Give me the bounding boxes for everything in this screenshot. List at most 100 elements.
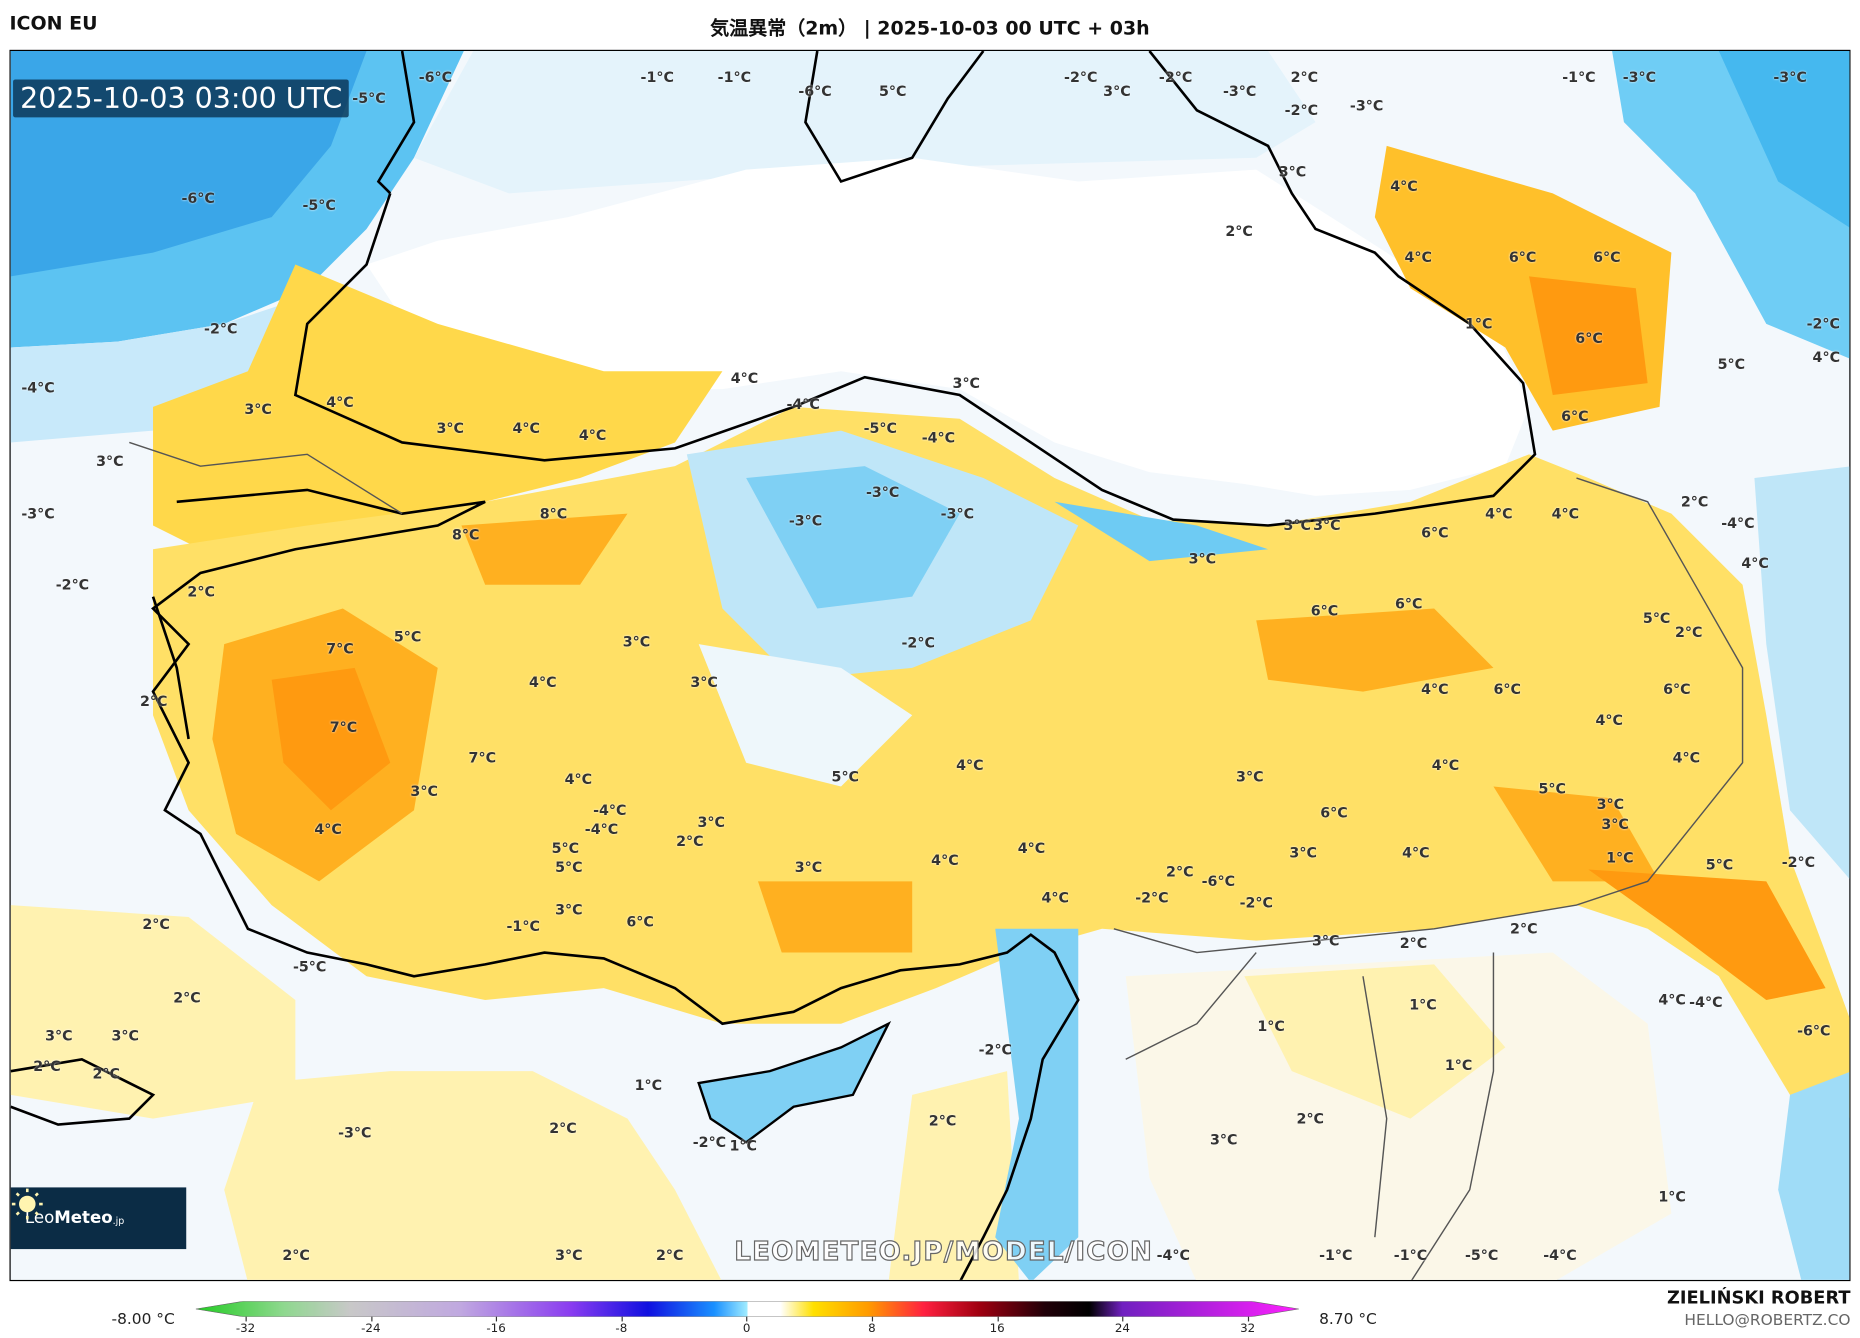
contour-label: 4°C: [1421, 680, 1449, 698]
leometeo-logo[interactable]: Leo Meteo .jp: [10, 1187, 187, 1250]
contour-label: 4°C: [314, 820, 342, 838]
contour-label: 3°C: [96, 453, 124, 470]
contour-label: -2°C: [1135, 889, 1169, 907]
contour-label: -3°C: [940, 505, 975, 522]
colorbar-tick-mark: [496, 1316, 498, 1322]
contour-label: -3°C: [338, 1124, 372, 1142]
warm-core-far-southeast: [1588, 869, 1826, 1000]
contour-label: 3°C: [555, 901, 583, 919]
contour-label: 3°C: [1209, 1131, 1238, 1149]
colorbar-tick-mark: [746, 1316, 748, 1322]
colorbar-tick-label: -24: [361, 1322, 381, 1336]
contour-label: 2°C: [676, 832, 704, 850]
logo-text-suffix: .jp: [112, 1215, 125, 1226]
contour-label: 6°C: [1421, 524, 1449, 541]
contour-label: 3°C: [1601, 816, 1629, 833]
contour-label: -1°C: [1319, 1246, 1353, 1264]
warm-core-south: [757, 881, 913, 953]
contour-label: 3°C: [690, 673, 718, 691]
contour-label: -4°C: [1721, 514, 1755, 532]
colorbar-tick-mark: [1122, 1316, 1124, 1322]
contour-label: 3°C: [555, 1246, 583, 1264]
syria-warm: [1244, 964, 1506, 1119]
contour-label: 6°C: [1320, 804, 1348, 821]
chart-title: 気温異常（2m） | 2025-10-03 00 UTC + 03h: [710, 16, 1150, 40]
contour-label: 3°C: [1283, 517, 1311, 534]
coastlines: [10, 51, 1537, 1280]
contour-label: 2°C: [187, 583, 215, 601]
contour-label: 4°C: [1017, 839, 1046, 857]
contour-label: 6°C: [1575, 329, 1603, 347]
colorbar: [195, 1301, 1299, 1317]
contour-label: 2°C: [549, 1119, 577, 1137]
contour-label: 1°C: [1257, 1017, 1285, 1035]
contour-label: 2°C: [142, 915, 170, 933]
contour-label: -4°C: [584, 820, 619, 838]
contour-label: 4°C: [578, 427, 607, 444]
levant-cold-strip: [995, 928, 1079, 1280]
colorbar-tick-label: 16: [989, 1322, 1005, 1336]
contour-label: -2°C: [55, 576, 90, 594]
contour-label: 5°C: [1538, 780, 1566, 798]
contour-label: 2°C: [33, 1058, 61, 1075]
colorbar-tick-mark: [245, 1316, 247, 1322]
logo-text-bold: Meteo: [54, 1208, 113, 1228]
contour-label: 1°C: [634, 1077, 663, 1094]
contour-label: 6°C: [1593, 249, 1621, 266]
contour-label: 2°C: [1166, 863, 1194, 881]
colorbar-tick-mark: [370, 1316, 372, 1322]
contour-label: 2°C: [655, 1246, 684, 1264]
contour-label: 6°C: [1508, 249, 1537, 266]
contour-label: -2°C: [978, 1041, 1013, 1059]
contour-label: 2°C: [1399, 934, 1428, 952]
contour-label: 1°C: [1658, 1188, 1686, 1206]
contour-label: -2°C: [1781, 854, 1816, 871]
warm-core-east: [1256, 608, 1494, 692]
contour-label: 6°C: [1493, 680, 1521, 698]
contour-label: 1°C: [1464, 315, 1493, 333]
contour-label: -5°C: [302, 196, 336, 214]
aegean-warm: [10, 905, 296, 1119]
contour-label: -2°C: [1284, 102, 1319, 119]
contour-label: 4°C: [1595, 711, 1623, 729]
contour-label: -4°C: [21, 379, 55, 397]
contour-label: 4°C: [1431, 756, 1460, 774]
contour-label: -5°C: [1464, 1246, 1499, 1264]
contour-label: -3°C: [1349, 97, 1384, 114]
cyprus: [697, 1021, 892, 1144]
contour-label: -4°C: [1689, 994, 1723, 1011]
contour-label: 4°C: [512, 419, 540, 437]
anomaly-map[interactable]: -1°C -1°C -6°C 5°C -2°C 3°C -2°C -3°C 2°C -2°C -3°…: [9, 49, 1851, 1282]
warm-core-southeast: [1493, 786, 1660, 882]
contour-label: -3°C: [865, 483, 900, 501]
contour-label: 6°C: [1394, 595, 1423, 613]
contour-label: 3°C: [410, 782, 438, 800]
contour-label: 2°C: [282, 1246, 310, 1264]
contour-label: 2°C: [139, 692, 168, 710]
contour-label: 3°C: [1313, 517, 1341, 534]
contour-label: 5°C: [878, 83, 907, 100]
contour-label: 3°C: [697, 813, 725, 831]
contour-label: -3°C: [1222, 83, 1257, 100]
contour-label: 5°C: [1642, 609, 1671, 627]
contour-label: 4°C: [1672, 749, 1701, 767]
contour-label: -5°C: [863, 419, 897, 437]
contour-label: 3°C: [1103, 83, 1131, 100]
contour-label: 4°C: [1041, 889, 1069, 907]
syria-iraq-neutral: [1125, 952, 1672, 1280]
colorbar-tick-label: 0: [742, 1322, 751, 1336]
contour-label: 2°C: [1510, 920, 1538, 938]
mediterranean-warm: [224, 1071, 722, 1280]
contour-label: -1°C: [1562, 68, 1596, 86]
contour-label: 1°C: [1606, 849, 1634, 866]
central-neutral-patch: [698, 644, 913, 787]
colorbar-tick-label: -8: [615, 1322, 628, 1336]
valid-time-badge: 2025-10-03 03:00 UTC: [13, 79, 350, 118]
north-coast-cold-patch: [1054, 501, 1269, 562]
colorbar-tick-label: 32: [1240, 1322, 1256, 1336]
contour-label: -6°C: [1797, 1022, 1831, 1040]
contour-label: -6°C: [1201, 873, 1236, 890]
author-email: HELLO@ROBERTZ.CO: [1684, 1311, 1851, 1330]
contour-label: 3°C: [1289, 844, 1317, 862]
